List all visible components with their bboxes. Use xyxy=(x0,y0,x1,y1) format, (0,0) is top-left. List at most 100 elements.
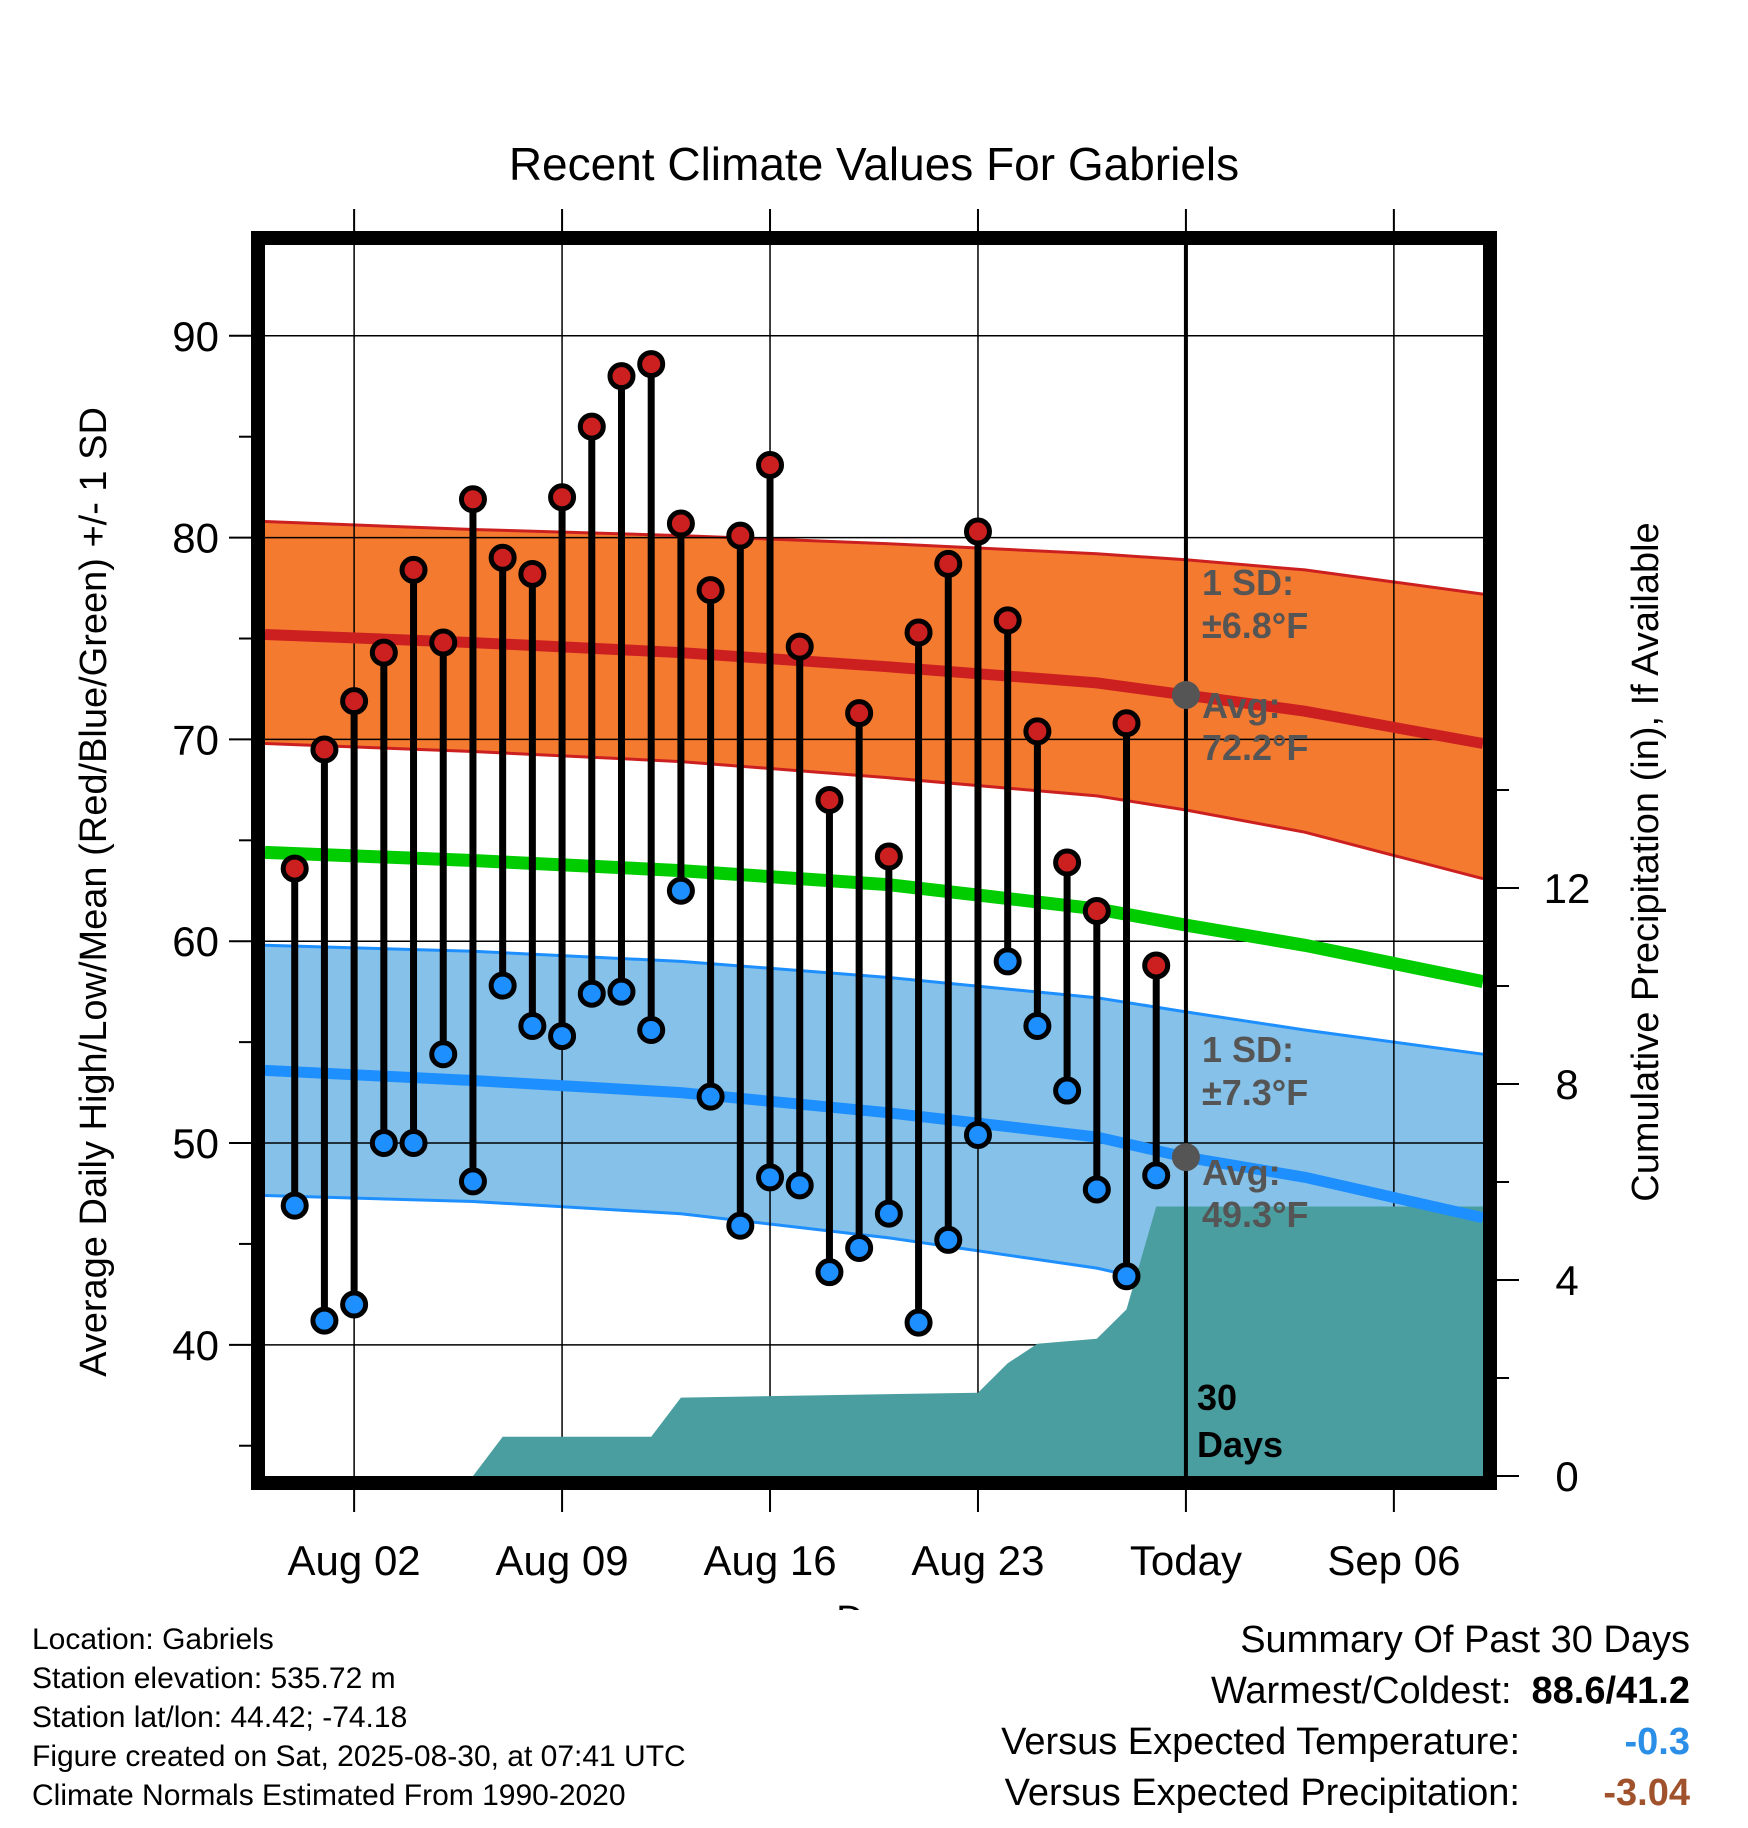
daily-high-point xyxy=(369,638,398,667)
daily-low-point xyxy=(340,1290,369,1319)
x-axis-label: Day xyxy=(836,1599,904,1610)
daily-low-point xyxy=(1053,1076,1082,1105)
y-tick-label: 70 xyxy=(172,716,219,763)
x-tick-label: Aug 09 xyxy=(496,1537,629,1584)
daily-high-point xyxy=(845,699,874,728)
daily-high-point xyxy=(1023,717,1052,746)
cumulative-precip-area xyxy=(265,1206,1483,1476)
daily-high-point xyxy=(1112,709,1141,738)
summary-warm-row: Warmest/Coldest: 88.6/41.2 xyxy=(1001,1666,1690,1717)
created-text: Figure created on Sat, 2025-08-30, at 07… xyxy=(32,1740,686,1773)
daily-high-point xyxy=(399,555,428,584)
x-tick-label: Aug 16 xyxy=(703,1537,836,1584)
low-band-upper-edge xyxy=(264,943,1484,1056)
high-avg-label: Avg: xyxy=(1202,685,1281,726)
daily-high-point xyxy=(696,576,725,605)
daily-low-point xyxy=(1023,1011,1052,1040)
high-avg-value: 72.2°F xyxy=(1202,727,1308,768)
daily-low-point xyxy=(280,1191,309,1220)
daily-high-point xyxy=(548,483,577,512)
summary-title: Summary Of Past 30 Days xyxy=(1240,1619,1690,1661)
daily-low-point xyxy=(904,1308,933,1337)
daily-high-point xyxy=(577,412,606,441)
x-tick-label: Aug 02 xyxy=(288,1537,421,1584)
daily-high-point xyxy=(310,735,339,764)
annotations: 1 SD: ±6.8°F Avg: 72.2°F 1 SD: ±7.3°F Av… xyxy=(1197,562,1308,1465)
daily-high-point xyxy=(1142,951,1171,980)
normal-lines xyxy=(264,629,1485,1224)
normal-mean-line xyxy=(264,845,1485,988)
daily-high-point xyxy=(280,854,309,883)
station-info: Location: Gabriels Station elevation: 53… xyxy=(32,1620,686,1815)
y-tick-label: 60 xyxy=(172,918,219,965)
daily-low-point xyxy=(934,1225,963,1254)
daily-high-point xyxy=(637,350,666,379)
daily-high-point xyxy=(1053,848,1082,877)
daily-low-point xyxy=(1112,1262,1141,1291)
daily-high-point xyxy=(993,606,1022,635)
daily-low-point xyxy=(488,971,517,1000)
y-tick-label: 80 xyxy=(172,515,219,562)
high-band-lower-edge xyxy=(264,742,1484,881)
daily-low-point xyxy=(726,1211,755,1240)
daily-low-point xyxy=(845,1233,874,1262)
normal-low-line xyxy=(264,1064,1485,1224)
warm-label: Warmest/Coldest: xyxy=(1210,1670,1512,1712)
daily-high-point xyxy=(726,521,755,550)
low-sd-label: 1 SD: xyxy=(1202,1029,1294,1070)
daily-low-point xyxy=(429,1040,458,1069)
daily-high-point xyxy=(429,628,458,657)
axes: 40 50 60 70 80 90 0 4 8 12 Aug 02 Aug 09 Aug 16 Aug 2… xyxy=(172,209,1590,1584)
daily-low-point xyxy=(577,979,606,1008)
daily-high-point xyxy=(666,509,695,538)
daily-low-point xyxy=(518,1011,547,1040)
temp-label: Versus Expected Temperature: xyxy=(1001,1721,1520,1763)
daily-high-point xyxy=(488,543,517,572)
normals-text: Climate Normals Estimated From 1990-2020 xyxy=(32,1779,626,1812)
daily-high-point xyxy=(756,450,785,479)
summary-temp-row: Versus Expected Temperature: -0.3 xyxy=(1001,1717,1690,1768)
daily-high-point xyxy=(874,842,903,871)
chart-title: Recent Climate Values For Gabriels xyxy=(509,138,1239,190)
daily-range-stems xyxy=(280,350,1171,1337)
elevation-text: Station elevation: 535.72 m xyxy=(32,1662,396,1695)
summary-precip-row: Versus Expected Precipitation: -3.04 xyxy=(1001,1768,1690,1819)
high-band-upper-edge xyxy=(264,520,1484,596)
daily-low-point xyxy=(785,1171,814,1200)
daily-low-point xyxy=(458,1167,487,1196)
daily-low-point xyxy=(756,1163,785,1192)
climate-chart: Recent Climate Values For Gabriels 1 SD:… xyxy=(73,138,1667,1610)
daily-high-point xyxy=(815,785,844,814)
y2-tick-label: 0 xyxy=(1555,1453,1578,1500)
daily-low-point xyxy=(696,1082,725,1111)
window-label-line1: 30 xyxy=(1197,1377,1237,1418)
x-tick-label: Today xyxy=(1130,1537,1242,1584)
y2-axis-label: Cumulative Precipitation (in), If Availa… xyxy=(1625,522,1667,1201)
daily-low-point xyxy=(1142,1161,1171,1190)
daily-low-point xyxy=(815,1258,844,1287)
daily-high-point xyxy=(607,362,636,391)
precip-label: Versus Expected Precipitation: xyxy=(1004,1772,1520,1814)
precip-area xyxy=(265,1206,1483,1476)
daily-low-point xyxy=(399,1129,428,1158)
daily-high-point xyxy=(518,559,547,588)
normal-high-line xyxy=(264,629,1484,749)
daily-low-point xyxy=(963,1120,992,1149)
daily-low-point xyxy=(310,1306,339,1335)
today-low-avg-marker xyxy=(1171,1143,1200,1172)
daily-low-point xyxy=(874,1199,903,1228)
daily-low-point xyxy=(637,1016,666,1045)
warm-value: 88.6/41.2 xyxy=(1531,1670,1690,1712)
x-tick-label: Sep 06 xyxy=(1327,1537,1460,1584)
daily-high-point xyxy=(458,485,487,514)
window-label-line2: Days xyxy=(1197,1424,1283,1465)
x-tick-label: Aug 23 xyxy=(911,1537,1044,1584)
daily-low-point xyxy=(607,977,636,1006)
y-tick-label: 50 xyxy=(172,1120,219,1167)
y2-tick-label: 4 xyxy=(1555,1257,1578,1304)
y2-tick-label: 8 xyxy=(1555,1061,1578,1108)
y-tick-label: 90 xyxy=(172,313,219,360)
high-sd-value: ±6.8°F xyxy=(1202,605,1308,646)
plot-frame xyxy=(251,231,1497,1490)
daily-high-point xyxy=(1082,896,1111,925)
